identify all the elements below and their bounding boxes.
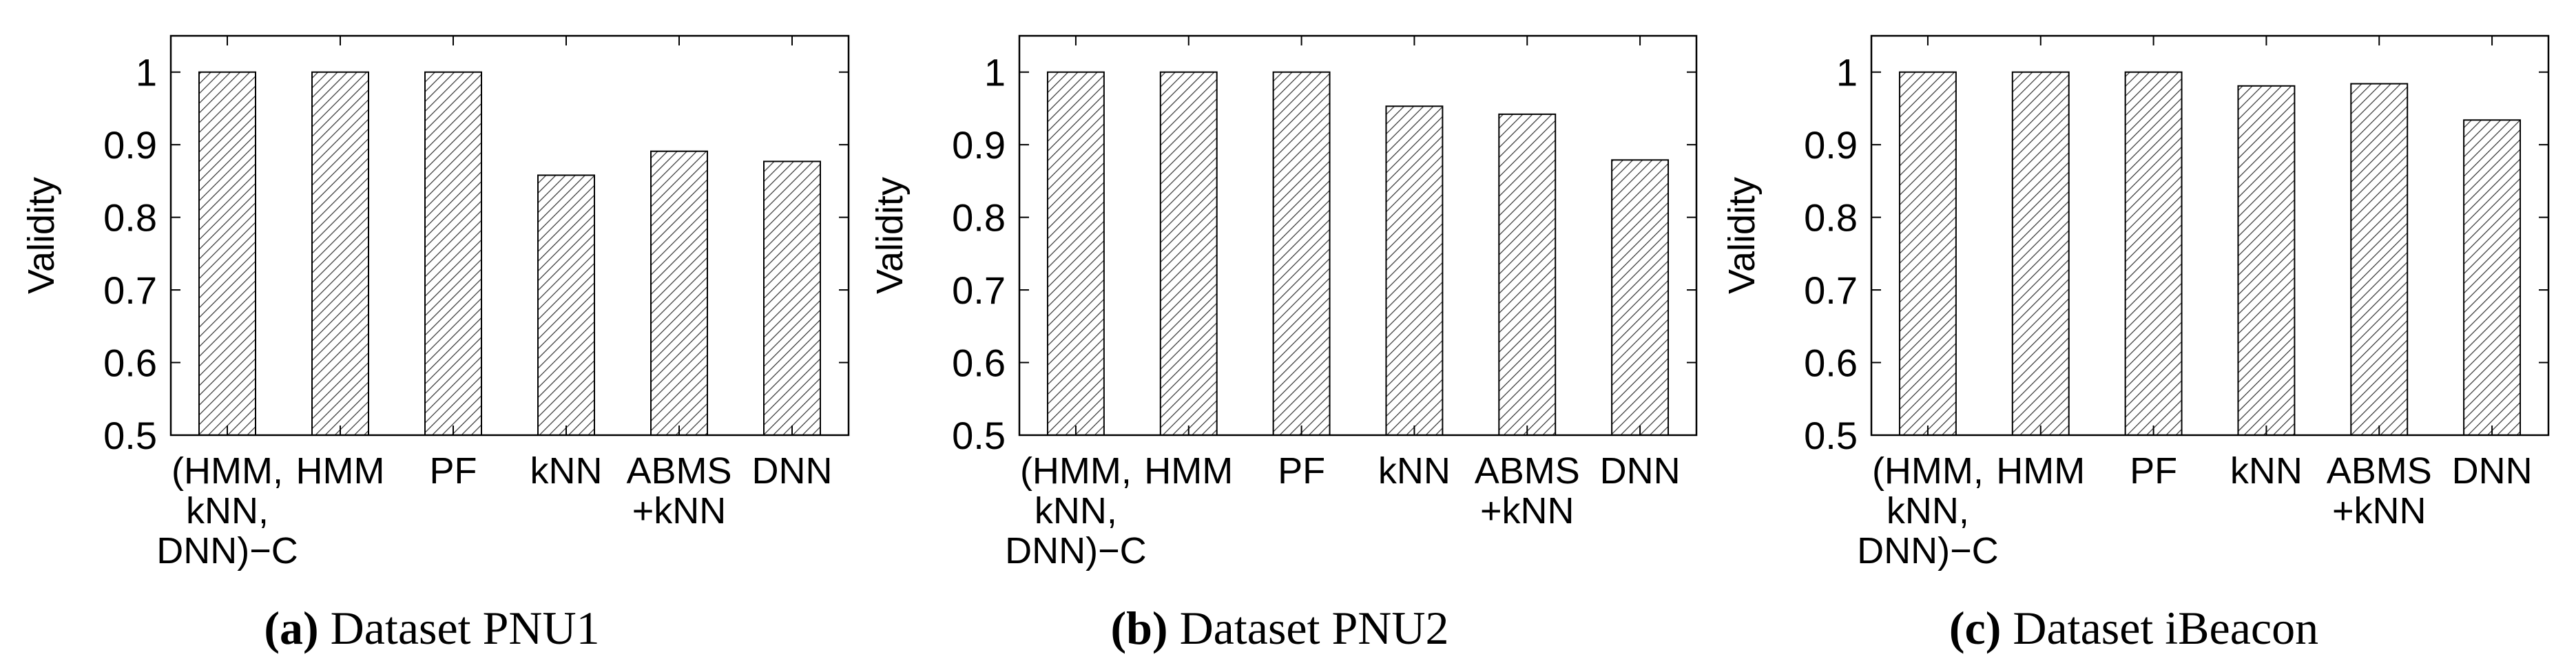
y-tick-label-c-0: 0.5 <box>1804 414 1858 457</box>
bar-c-0 <box>1898 71 1957 436</box>
x-tick-label-a-5: DNN <box>752 450 833 492</box>
x-tick-label-b-0: (HMM, kNN, DNN)−C <box>1005 450 1147 571</box>
x-tick-label-a-3: kNN <box>530 450 603 492</box>
caption-a-letter: (a) <box>264 602 318 654</box>
y-axis-label-a: Validity <box>21 177 62 294</box>
x-tick-label-c-4: ABMS +kNN <box>2327 450 2432 532</box>
y-tick-label-a-2: 0.7 <box>103 269 157 312</box>
caption-c-text: Dataset iBeacon <box>2001 602 2318 654</box>
x-tick-label-b-4: ABMS +kNN <box>1475 450 1580 532</box>
y-axis-label-b: Validity <box>869 177 911 294</box>
caption-c: (c) Dataset iBeacon <box>1949 602 2318 654</box>
y-tick-label-b-2: 0.7 <box>952 269 1006 312</box>
chart-panel-a: 0.5 0.6 0.7 0.8 0.9 1 Validity (HMM, kNN, DNN)−CH… <box>21 34 850 571</box>
x-tick-label-c-0: (HMM, kNN, DNN)−C <box>1857 450 1999 571</box>
bar-a-0 <box>198 71 256 436</box>
bar-c-2 <box>2124 71 2183 436</box>
bar-c-4 <box>2350 83 2409 436</box>
caption-a: (a) Dataset PNU1 <box>264 602 599 654</box>
x-tick-label-b-3: kNN <box>1378 450 1451 492</box>
y-tick-label-b-3: 0.8 <box>952 196 1006 240</box>
plot-frame-c <box>1870 34 2550 437</box>
y-tick-label-a-5: 1 <box>136 51 157 94</box>
x-tick-label-c-1: HMM <box>1996 450 2085 492</box>
caption-b: (b) Dataset PNU2 <box>1110 602 1448 654</box>
y-tick-label-c-1: 0.6 <box>1804 342 1858 385</box>
caption-c-letter: (c) <box>1949 602 2001 654</box>
bar-a-2 <box>424 71 482 436</box>
bar-b-0 <box>1046 71 1105 436</box>
bar-b-2 <box>1272 71 1331 436</box>
chart-panel-b: 0.5 0.6 0.7 0.8 0.9 1 Validity (HMM, kNN, DNN)−CH… <box>869 34 1698 571</box>
x-tick-label-a-0: (HMM, kNN, DNN)−C <box>156 450 298 571</box>
x-tick-label-b-2: PF <box>1278 450 1325 492</box>
x-tick-label-c-2: PF <box>2130 450 2177 492</box>
bar-a-5 <box>763 160 821 436</box>
bar-c-1 <box>2011 71 2070 436</box>
bar-b-3 <box>1385 105 1444 436</box>
y-tick-label-c-3: 0.8 <box>1804 196 1858 240</box>
y-tick-label-b-1: 0.6 <box>952 342 1006 385</box>
bar-a-4 <box>650 150 708 436</box>
y-tick-label-b-4: 0.9 <box>952 123 1006 167</box>
plot-frame-b <box>1018 34 1698 437</box>
x-tick-label-b-5: DNN <box>1600 450 1681 492</box>
y-tick-label-a-1: 0.6 <box>103 342 157 385</box>
y-tick-label-a-0: 0.5 <box>103 414 157 457</box>
bar-b-1 <box>1159 71 1218 436</box>
caption-a-text: Dataset PNU1 <box>319 602 600 654</box>
bar-c-3 <box>2237 85 2296 436</box>
chart-panel-c: 0.5 0.6 0.7 0.8 0.9 1 Validity (HMM, kNN, DNN)−CH… <box>1721 34 2550 571</box>
y-tick-label-c-5: 1 <box>1836 51 1858 94</box>
y-tick-label-c-4: 0.9 <box>1804 123 1858 167</box>
bar-a-3 <box>537 174 595 437</box>
y-tick-label-a-4: 0.9 <box>103 123 157 167</box>
x-tick-label-b-1: HMM <box>1144 450 1233 492</box>
bar-c-5 <box>2463 119 2522 436</box>
plot-frame-a <box>169 34 850 437</box>
y-tick-label-c-2: 0.7 <box>1804 269 1858 312</box>
x-tick-label-c-3: kNN <box>2230 450 2303 492</box>
y-tick-label-b-5: 1 <box>984 51 1006 94</box>
caption-b-letter: (b) <box>1110 602 1167 654</box>
x-tick-label-a-4: ABMS +kNN <box>626 450 731 532</box>
x-tick-label-a-1: HMM <box>296 450 385 492</box>
y-tick-label-a-3: 0.8 <box>103 196 157 240</box>
y-tick-label-b-0: 0.5 <box>952 414 1006 457</box>
x-tick-label-c-5: DNN <box>2452 450 2533 492</box>
x-tick-label-a-2: PF <box>429 450 477 492</box>
caption-b-text: Dataset PNU2 <box>1168 602 1449 654</box>
bar-b-5 <box>1611 159 1670 436</box>
y-axis-label-c: Validity <box>1721 177 1763 294</box>
bar-a-1 <box>311 71 369 436</box>
bar-b-4 <box>1498 113 1557 437</box>
